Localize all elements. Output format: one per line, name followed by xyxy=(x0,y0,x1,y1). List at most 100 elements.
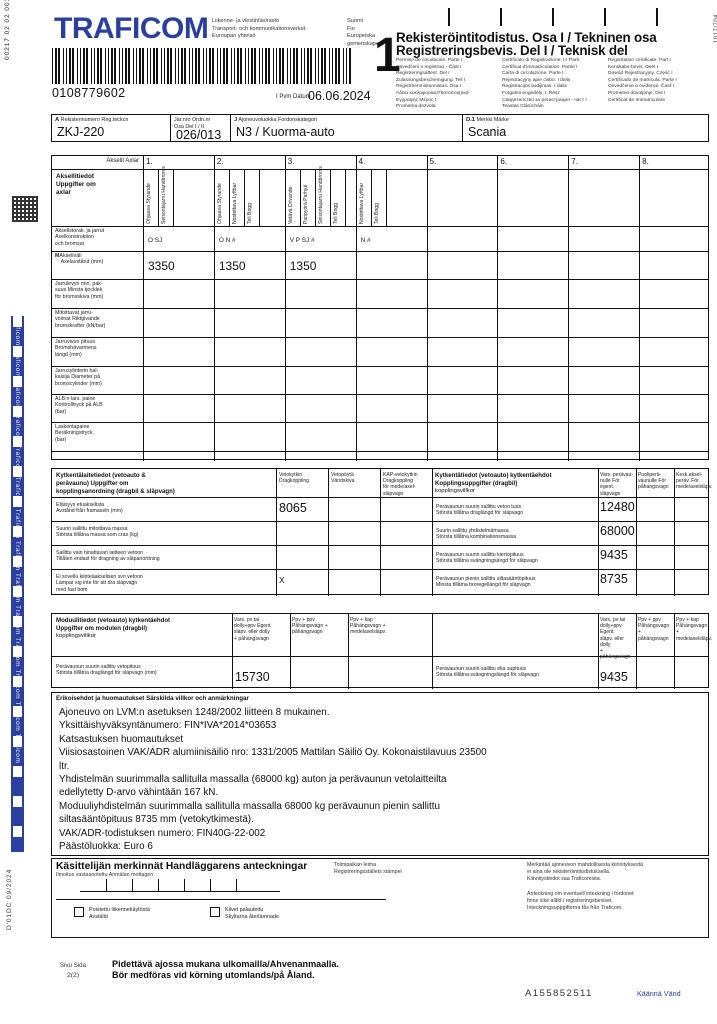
table-line xyxy=(674,469,675,596)
agency-line-lang: Fin xyxy=(347,25,355,32)
table-line xyxy=(497,156,499,461)
handler-divider xyxy=(56,899,386,900)
mortgage-note-line: Anteckning om eventuell inteckning i for… xyxy=(527,891,634,897)
axle-subheader: Teli Bogg xyxy=(246,203,253,224)
language-line: Dowód Rejestracyjny. Część I xyxy=(608,71,673,77)
checkbox-plates-returned[interactable] xyxy=(210,907,220,917)
tick-mark xyxy=(604,8,606,26)
table-line xyxy=(52,656,708,657)
axle-number: 3. xyxy=(287,157,295,166)
language-column: Permiso de circulación. Parte I Osvedčeni… xyxy=(396,58,496,111)
axle-subheader: Seisontajarru Handbroms xyxy=(161,166,167,224)
module-table: Moduulitiedot (vetoauto) kytkentäehdot U… xyxy=(51,613,712,689)
coupling-col-header: Puoliperä- vaunulle För påhangsvagn xyxy=(638,472,669,491)
table-line xyxy=(348,614,349,689)
datamatrix-code xyxy=(12,196,38,222)
tick-mark xyxy=(448,8,450,26)
axle-cell-value: 1350 xyxy=(218,259,246,273)
module-row-label: Perävaunun suurin sallittu vetopituus St… xyxy=(56,664,157,677)
language-line: Carta di circolazione. Parte I xyxy=(502,71,564,77)
coupling-title: Kytkentälaitetiedot (vetoauto & perävaun… xyxy=(56,472,175,496)
axle-cell-value: N # xyxy=(360,237,371,244)
coupling-value: 12480 xyxy=(600,500,635,514)
language-line: Forgalmi engedély. I. Rész xyxy=(502,90,560,96)
coupling-col-header: Vetopöytä Vändskiva xyxy=(331,472,355,485)
axle-table: Akselit Axlar Aksellitiedot Uppgifter om … xyxy=(51,155,709,461)
axle-number: 8. xyxy=(642,157,649,166)
mortgage-note-line: finns icke alltid i registreringsbeviset… xyxy=(527,898,613,904)
axle-number: 7. xyxy=(571,157,578,166)
handler-subtitle: Ilmoitus vastaanotettu Anmälan mottagen xyxy=(56,872,154,878)
special-condition-line: Ajoneuvo on LVM:n asetuksen 1248/2002 li… xyxy=(59,707,330,718)
page-label: Sivu Sida xyxy=(59,962,87,969)
table-line xyxy=(344,170,346,226)
handler-date-field[interactable] xyxy=(80,879,280,892)
field-separator xyxy=(236,879,237,892)
axle-cell-value: 3350 xyxy=(148,259,175,273)
checkbox-plates-returned-label: Kilvet palautettu Skyltarna återlämnade xyxy=(225,907,279,920)
carry-notice-swedish: Bör medföras vid körning utomlands/på Ål… xyxy=(112,970,315,980)
language-line: Certificato di Registrazione. I-I Parti xyxy=(502,58,579,63)
coupling-value: 8065 xyxy=(279,501,307,515)
special-conditions-box: Erikoisehdot ja huomautukset Särskilda v… xyxy=(51,692,709,856)
coupling-table: Kytkentälaitetiedot (vetoauto & perävaun… xyxy=(51,468,712,596)
axle-row-label: Mitoittavat jarru- voimat Riktgivande br… xyxy=(55,310,106,329)
axle-number: 2. xyxy=(216,157,224,166)
special-condition-line: siltasääntöpituus 8735 mm (vetokytkimest… xyxy=(59,814,254,826)
mortgage-note: Merkintää ajoneuvon mahdollisesta kiinni… xyxy=(527,862,705,912)
axle-row-label: Jarrulevyn min. pak- suus Minsta tjockle… xyxy=(55,281,104,300)
agency-names: Liikenne- ja viestintävirasto Suomi Transp… xyxy=(212,18,382,48)
table-line xyxy=(314,170,316,226)
coupling-value: X xyxy=(279,575,285,585)
mortgage-note-line: Inteckningsuppgifterna fås från Traficom… xyxy=(527,905,623,911)
mortgage-note-line: Merkintää ajoneuvon mahdollisesta kiinni… xyxy=(527,862,644,868)
table-line xyxy=(432,614,433,689)
stamp-area-label: Toimipaikan leima Registreringsställets s… xyxy=(334,862,402,876)
language-line: Άδεια κυκλοφορίας/Πιστοποιητικό xyxy=(396,90,469,96)
table-line xyxy=(598,469,599,596)
barcode xyxy=(52,48,352,84)
table-line xyxy=(158,170,159,226)
handler-title: Käsittelijän merkinnät Handläggarens ant… xyxy=(56,861,308,872)
barcode-number: 0108779602 xyxy=(52,86,126,100)
axle-cell-value: V P SJ # xyxy=(289,237,315,244)
module-value: 9435 xyxy=(600,670,628,684)
identity-cell-label: D.1 Merkki Märke xyxy=(466,117,509,123)
axle-row-label: Laskentapaine Beräkningstryck (bar) xyxy=(55,424,93,443)
special-conditions-header: Erikoisehdot ja huomautukset Särskilda v… xyxy=(56,695,249,702)
special-condition-line: Yksittäishyväksyntänumero: FIN*IVA*2014*… xyxy=(59,720,277,732)
axle-number: 6. xyxy=(500,157,508,166)
axle-table-header-label: Akselit Axlar xyxy=(106,158,139,164)
language-line: Registreringsattest. Del I xyxy=(396,71,450,77)
table-line xyxy=(258,170,260,226)
table-line xyxy=(232,614,233,689)
table-line xyxy=(284,156,286,461)
table-line xyxy=(636,614,637,689)
language-line: Teastas Clárúcháin xyxy=(502,104,544,110)
axle-number: 1. xyxy=(146,157,153,166)
language-column: Certificato di Registrazione. I-I Parti C… xyxy=(502,58,602,111)
tick-mark xyxy=(656,8,658,26)
table-line xyxy=(299,170,301,226)
identity-cell: J Ajoneuvoluokka Fordonskategori N3 / Kuo… xyxy=(230,115,462,141)
language-line: Certificado de matrícula. Parte I xyxy=(608,77,677,83)
coupling-value: 68000 xyxy=(600,524,635,538)
title-finnish: Rekisteröintitodistus. Osa I / Tekninen … xyxy=(396,30,657,45)
coupling-title-2: Kytkentätiedot (vetoauto) kytkentäehdot … xyxy=(435,472,552,495)
table-line xyxy=(52,451,708,452)
module-col-header: Ppv + kap Påhängsvagn + medelaxelsläpv. xyxy=(350,617,387,636)
table-line xyxy=(243,170,245,226)
table-line xyxy=(385,170,387,226)
axle-number: 5. xyxy=(429,157,437,166)
module-col-header: Ppv + ppv Påhängsvagn + påhängsvagn xyxy=(638,617,670,642)
axle-row-label: MAkseliväli Axelavstånd (mm) xyxy=(55,253,104,266)
table-line xyxy=(52,422,708,423)
field-separator xyxy=(106,879,107,892)
axle-cell-value: O SJ xyxy=(148,237,163,244)
coupling-col-header: Vetokytkin Dragkoppling xyxy=(279,472,310,485)
identity-cell-label: A Rekisterinumero Reg.teckcn xyxy=(55,117,129,123)
agency-line: Euroopan yhteisö Europeiska gemenskapen xyxy=(212,33,382,48)
checkbox-deregistered[interactable] xyxy=(74,907,84,917)
table-line xyxy=(426,156,428,461)
coupling-row-label: Perävaunun pienin sallittu siltasääntöpi… xyxy=(436,576,536,589)
